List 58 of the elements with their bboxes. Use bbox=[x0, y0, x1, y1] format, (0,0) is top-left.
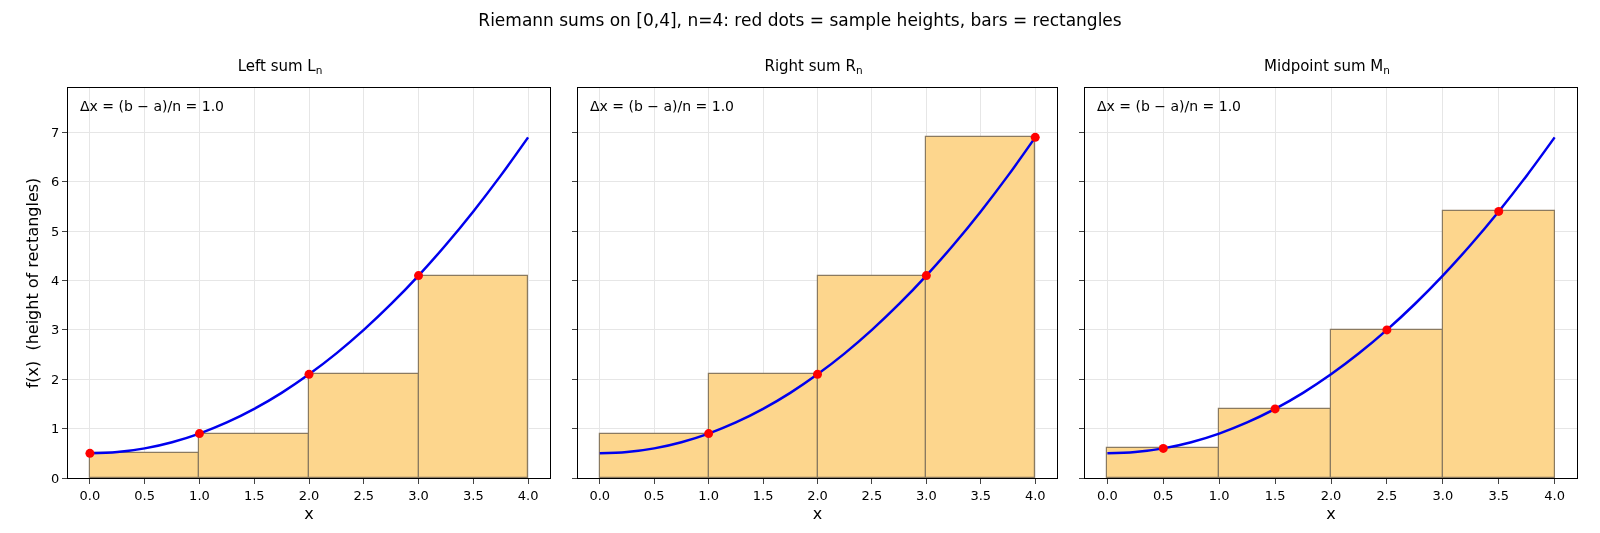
x-tick-label: 3.5 bbox=[970, 487, 992, 503]
x-tick-label: 0.5 bbox=[1152, 487, 1174, 503]
annotation: Δx = (b − a)/n = 1.0 bbox=[590, 98, 734, 114]
x-tick-label: 4.0 bbox=[1024, 487, 1046, 503]
x-tick-label: 0.5 bbox=[643, 487, 665, 503]
x-tick-label: 1.0 bbox=[1208, 487, 1230, 503]
x-tick-label: 2.5 bbox=[861, 487, 883, 503]
point bbox=[1494, 206, 1504, 216]
x-tick-label: 0.5 bbox=[134, 487, 156, 503]
point bbox=[194, 429, 204, 439]
x-tick-label: 0.0 bbox=[79, 487, 101, 503]
x-tick-label: 3.0 bbox=[1432, 487, 1454, 503]
chart-title: Right sum R$_{n}$ bbox=[764, 56, 863, 76]
y-tick-label: 0 bbox=[51, 470, 60, 486]
x-tick-label: 1.5 bbox=[243, 487, 265, 503]
x-tick-label: 0.0 bbox=[589, 487, 611, 503]
x-tick-label: 4.0 bbox=[517, 487, 539, 503]
point bbox=[1270, 404, 1280, 414]
point bbox=[921, 271, 931, 281]
point bbox=[1158, 443, 1168, 453]
text: Riemann sums on [0,4], n=4: red dots = sample heights, bars = rectangles bbox=[477, 9, 1123, 32]
y-axis-title: f(x) (height of rectangles) bbox=[23, 177, 43, 389]
point bbox=[813, 369, 822, 379]
x-tick-label: 1.5 bbox=[752, 487, 774, 503]
y-tick-label: 2 bbox=[51, 371, 60, 387]
x-tick-label: 2.5 bbox=[1376, 487, 1398, 503]
x-tick-label: 3.5 bbox=[1488, 487, 1510, 503]
y-tick-label: 4 bbox=[51, 273, 60, 289]
x-tick-label: 1.5 bbox=[1264, 487, 1286, 503]
y-tick-label: 6 bbox=[51, 174, 60, 190]
annotation: Δx = (b − a)/n = 1.0 bbox=[80, 98, 224, 114]
point bbox=[85, 448, 95, 458]
x-axis-title: x bbox=[812, 504, 823, 524]
y-tick-label: 3 bbox=[51, 322, 60, 338]
x-axis-title: x bbox=[304, 504, 314, 524]
x-tick-label: 1.0 bbox=[698, 487, 719, 503]
chart-title: Left sum L$_{n}$ bbox=[237, 56, 323, 76]
x-axis-title: x bbox=[1326, 504, 1336, 524]
x-tick-label: 2.5 bbox=[353, 487, 375, 503]
x-tick-label: 2.0 bbox=[1320, 487, 1342, 503]
y-tick-label: 1 bbox=[51, 421, 60, 437]
chart-title: Midpoint sum M$_{n}$ bbox=[1264, 56, 1390, 76]
x-tick-label: 3.5 bbox=[462, 487, 484, 503]
point bbox=[704, 429, 714, 439]
point bbox=[1030, 132, 1040, 142]
x-tick-label: 4.0 bbox=[1544, 487, 1565, 503]
point bbox=[1382, 325, 1392, 335]
x-tick-label: 3.0 bbox=[408, 487, 429, 503]
y-tick-label: 5 bbox=[51, 223, 60, 239]
x-tick-label: 2.0 bbox=[298, 487, 320, 503]
x-tick-label: 3.0 bbox=[916, 487, 937, 503]
y-tick-label: 7 bbox=[51, 124, 60, 140]
x-tick-label: 2.0 bbox=[807, 487, 828, 503]
x-tick-label: 1.0 bbox=[189, 487, 210, 503]
point bbox=[414, 271, 424, 281]
annotation: Δx = (b − a)/n = 1.0 bbox=[1097, 98, 1241, 114]
x-tick-label: 0.0 bbox=[1097, 487, 1118, 503]
point bbox=[304, 369, 314, 379]
